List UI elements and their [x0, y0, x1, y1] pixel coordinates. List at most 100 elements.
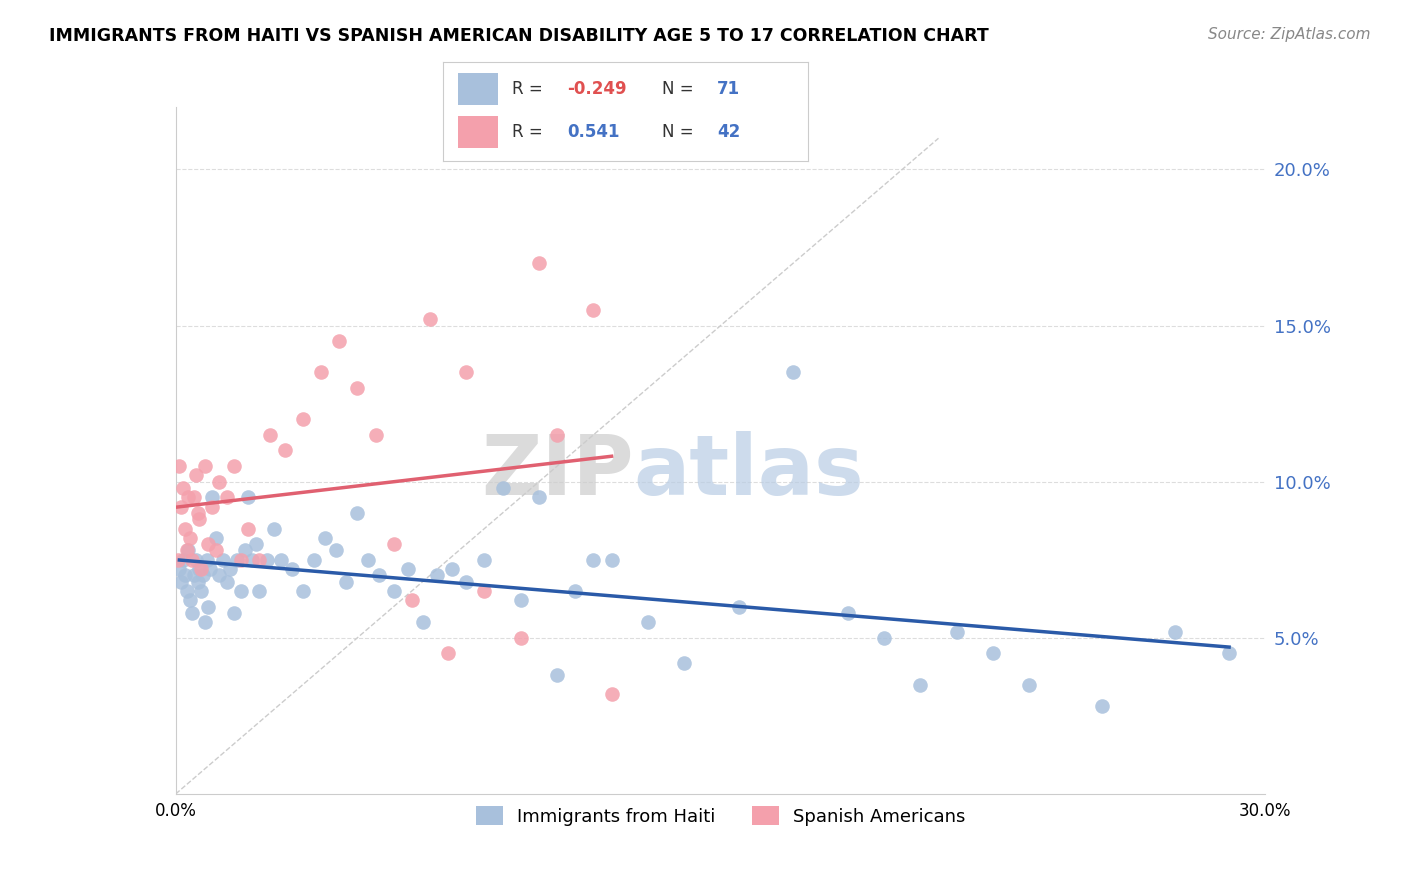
Point: [314, 531, 336, 545]
Point: [509, 593, 531, 607]
Point: [183, 568, 205, 582]
Point: [188, 562, 211, 576]
Point: [169, 562, 191, 576]
Point: [364, 427, 387, 442]
Point: [197, 599, 219, 614]
Point: [245, 537, 267, 551]
Point: [325, 543, 347, 558]
Point: [274, 443, 297, 458]
Point: [200, 562, 222, 576]
Point: [346, 381, 368, 395]
Point: [981, 646, 1004, 660]
Point: [197, 537, 219, 551]
Point: [727, 599, 749, 614]
Point: [231, 583, 253, 598]
Point: [474, 583, 496, 598]
Point: [204, 543, 226, 558]
Point: [440, 562, 463, 576]
Point: [177, 543, 200, 558]
Point: [231, 552, 253, 567]
Text: 0.541: 0.541: [567, 123, 620, 141]
Legend: Immigrants from Haiti, Spanish Americans: Immigrants from Haiti, Spanish Americans: [468, 799, 973, 833]
Text: IMMIGRANTS FROM HAITI VS SPANISH AMERICAN DISABILITY AGE 5 TO 17 CORRELATION CHA: IMMIGRANTS FROM HAITI VS SPANISH AMERICA…: [49, 27, 988, 45]
Point: [177, 490, 200, 504]
Text: -0.249: -0.249: [567, 80, 627, 98]
Point: [419, 312, 441, 326]
Point: [166, 552, 188, 567]
Text: 71: 71: [717, 80, 740, 98]
Text: ZIP: ZIP: [481, 431, 633, 512]
Point: [396, 562, 419, 576]
Point: [201, 490, 224, 504]
Point: [527, 490, 550, 504]
FancyBboxPatch shape: [457, 73, 498, 104]
Point: [201, 500, 224, 514]
Point: [194, 615, 217, 630]
Point: [184, 552, 207, 567]
Point: [492, 481, 515, 495]
Point: [509, 631, 531, 645]
Point: [186, 506, 209, 520]
Point: [600, 552, 623, 567]
Point: [600, 687, 623, 701]
Point: [215, 574, 238, 589]
Point: [219, 562, 242, 576]
Point: [208, 568, 231, 582]
Point: [181, 552, 204, 567]
Point: [238, 490, 260, 504]
Text: N =: N =: [662, 80, 699, 98]
Point: [382, 537, 405, 551]
Point: [247, 552, 270, 567]
Text: atlas: atlas: [633, 431, 865, 512]
Point: [190, 583, 212, 598]
Point: [291, 583, 314, 598]
Point: [456, 366, 478, 380]
Point: [346, 506, 368, 520]
Point: [259, 427, 281, 442]
Point: [170, 574, 193, 589]
Point: [309, 366, 332, 380]
Point: [382, 583, 405, 598]
Point: [176, 583, 198, 598]
Point: [186, 574, 209, 589]
Point: [170, 500, 193, 514]
Point: [637, 615, 659, 630]
Point: [1018, 678, 1040, 692]
Point: [194, 458, 217, 473]
Point: [172, 481, 194, 495]
Point: [291, 412, 314, 426]
Point: [173, 568, 195, 582]
Point: [782, 366, 804, 380]
Point: [1218, 646, 1240, 660]
Point: [437, 646, 460, 660]
Point: [357, 552, 380, 567]
Point: [208, 475, 231, 489]
Text: R =: R =: [512, 123, 554, 141]
Point: [181, 606, 204, 620]
Point: [222, 606, 245, 620]
Point: [222, 458, 245, 473]
Point: [582, 552, 605, 567]
Point: [190, 562, 212, 576]
Point: [184, 468, 207, 483]
Point: [527, 256, 550, 270]
Point: [1091, 699, 1114, 714]
Point: [183, 490, 205, 504]
Point: [188, 512, 211, 526]
Point: [673, 656, 696, 670]
Point: [426, 568, 449, 582]
Point: [226, 552, 249, 567]
Point: [910, 678, 932, 692]
Point: [215, 490, 238, 504]
Point: [247, 583, 270, 598]
Point: [191, 568, 214, 582]
Point: [204, 531, 226, 545]
Point: [176, 543, 198, 558]
Point: [233, 543, 256, 558]
Point: [240, 552, 263, 567]
Text: Source: ZipAtlas.com: Source: ZipAtlas.com: [1208, 27, 1371, 42]
Point: [456, 574, 478, 589]
Point: [179, 531, 201, 545]
Point: [195, 552, 218, 567]
Point: [546, 668, 568, 682]
